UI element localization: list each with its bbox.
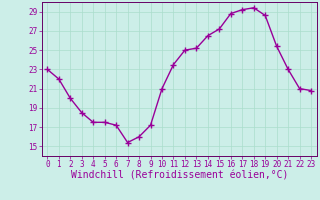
X-axis label: Windchill (Refroidissement éolien,°C): Windchill (Refroidissement éolien,°C) — [70, 171, 288, 181]
